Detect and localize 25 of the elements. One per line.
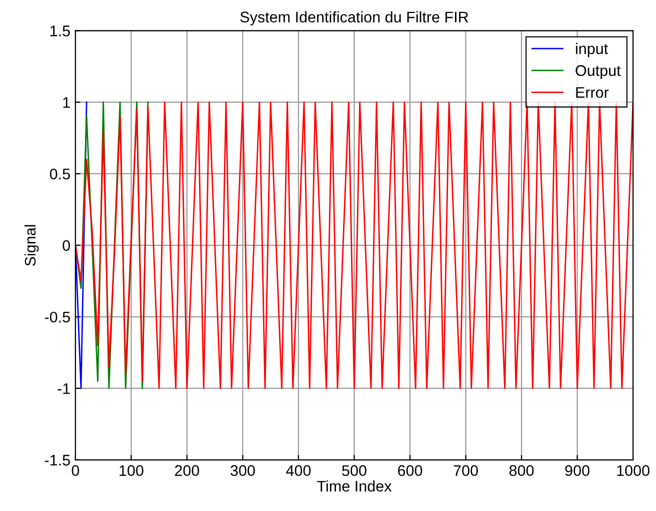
x-tick-label: 700 — [454, 465, 478, 476]
y-tick-label: -1.5 — [44, 454, 70, 466]
x-tick-label: 900 — [565, 465, 590, 476]
line-series — [75, 102, 634, 390]
y-tick-label: -0.5 — [44, 312, 70, 323]
x-tick-label: 100 — [120, 465, 144, 476]
chart-title: System Identification du Filtre FIR — [240, 11, 468, 26]
x-axis-title: Time Index — [317, 480, 392, 492]
legend-label: Error — [576, 87, 609, 98]
legend-label: input — [576, 42, 608, 58]
legend-label: Output — [576, 65, 621, 80]
x-tick-label: 1000 — [617, 465, 650, 476]
x-tick-label: 800 — [509, 465, 534, 476]
x-tick-label: 500 — [342, 465, 366, 476]
x-tick-label: 600 — [398, 465, 422, 476]
y-tick-label: -1 — [58, 383, 70, 394]
x-tick-label: 400 — [286, 465, 311, 476]
x-tick-label: 300 — [230, 465, 255, 476]
x-tick-label: 200 — [174, 465, 200, 476]
y-axis-title: Signal — [24, 225, 39, 266]
y-tick-label: 0 — [62, 240, 70, 251]
y-tick-label: 1 — [63, 97, 70, 108]
x-tick-label: 0 — [72, 465, 80, 476]
y-tick-label: 1.5 — [50, 26, 70, 36]
y-tick-label: 0.5 — [50, 168, 70, 180]
